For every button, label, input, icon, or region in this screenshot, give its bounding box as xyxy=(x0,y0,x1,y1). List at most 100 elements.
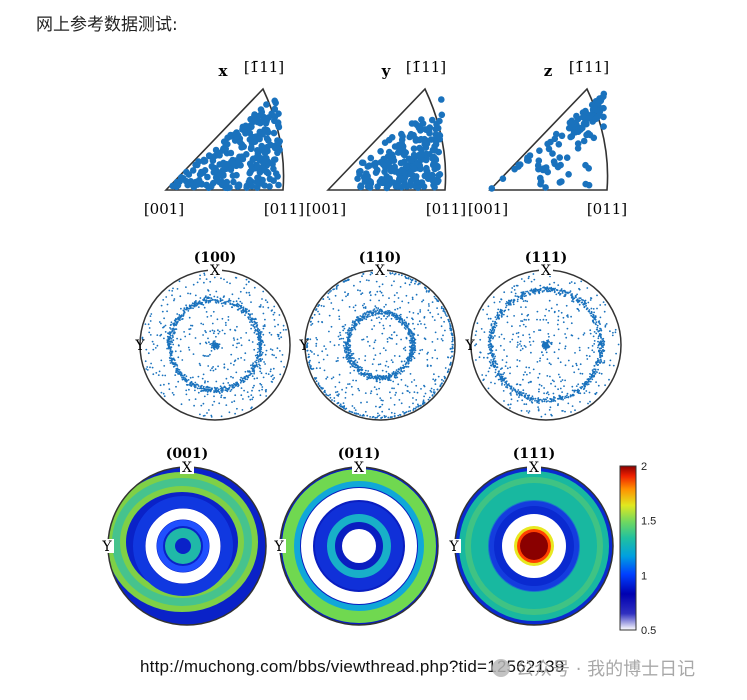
pf-point xyxy=(176,313,179,315)
pf-point xyxy=(193,404,196,407)
pf-point xyxy=(523,344,526,347)
pf-point xyxy=(244,307,247,310)
pf-point xyxy=(329,393,331,396)
pf-point xyxy=(173,299,175,302)
pf-point xyxy=(535,288,538,291)
pf-point xyxy=(578,297,581,299)
pf-point xyxy=(252,325,255,327)
ipf-outline-z xyxy=(488,87,609,191)
pf-point xyxy=(379,363,382,365)
pf-point xyxy=(577,308,580,311)
pf-point xyxy=(235,384,238,387)
pf-point xyxy=(195,300,197,302)
pf-point xyxy=(479,338,482,341)
pf-point xyxy=(602,348,604,351)
pf-point xyxy=(562,316,565,319)
ipf-point xyxy=(535,165,542,173)
ipf-point xyxy=(224,134,231,142)
pf-point xyxy=(151,366,154,369)
pf-point xyxy=(206,391,209,393)
pf-point xyxy=(346,331,349,334)
pf-point xyxy=(185,393,188,396)
ipf-point xyxy=(247,122,255,129)
pf-point xyxy=(328,291,331,293)
pf-point xyxy=(452,340,454,342)
pf-point xyxy=(525,403,528,406)
pf-point xyxy=(431,315,434,318)
pf-point xyxy=(337,309,340,312)
pf-point xyxy=(177,380,180,383)
pf-point xyxy=(341,388,343,391)
pf-point xyxy=(260,348,263,350)
density-y-label-bg-001 xyxy=(101,539,114,553)
pf-point xyxy=(561,379,564,381)
pf-point xyxy=(160,322,162,325)
pf-panel-111: (111) X Y xyxy=(464,250,622,421)
pf-point xyxy=(311,317,314,319)
pf-point xyxy=(317,320,320,323)
pf-point xyxy=(188,388,190,391)
page-title: 网上参考数据测试: xyxy=(36,15,178,35)
pf-point xyxy=(587,347,590,349)
ipf-point xyxy=(219,172,226,179)
pf-point xyxy=(209,330,212,333)
pf-point xyxy=(490,343,493,346)
pf-point xyxy=(240,310,243,312)
pf-point xyxy=(355,413,357,415)
pf-point xyxy=(509,407,511,409)
pf-point xyxy=(178,318,181,320)
pf-point xyxy=(431,357,434,359)
pf-point xyxy=(410,381,413,383)
pf-point xyxy=(272,378,274,381)
pf-point xyxy=(549,406,552,409)
pf-point xyxy=(360,368,362,371)
pf-point xyxy=(234,329,236,331)
pf-point xyxy=(259,346,262,349)
source-url[interactable]: http://muchong.com/bbs/viewthread.php?ti… xyxy=(140,657,565,676)
pf-point xyxy=(176,369,178,372)
ipf-point xyxy=(253,184,261,191)
pf-point xyxy=(581,301,584,304)
pf-point xyxy=(612,364,615,367)
pf-point xyxy=(490,354,493,357)
pf-point xyxy=(566,392,569,395)
pf-point xyxy=(370,373,373,376)
pf-point xyxy=(244,378,247,381)
pf-point xyxy=(509,392,512,395)
pf-point xyxy=(241,409,244,411)
pf-point xyxy=(375,280,378,283)
pf-point xyxy=(559,293,562,295)
pf-point xyxy=(393,403,396,406)
pf-point xyxy=(590,312,593,315)
ipf-point xyxy=(585,115,592,122)
pf-point xyxy=(270,310,273,312)
pf-point xyxy=(228,387,230,390)
pf-point xyxy=(434,383,437,385)
pf-point xyxy=(248,291,251,294)
ipf-point xyxy=(264,129,272,136)
pf-point xyxy=(344,291,346,294)
pf-point xyxy=(554,385,557,388)
pf-point xyxy=(348,306,351,308)
pf-point xyxy=(149,366,151,369)
pf-point xyxy=(417,334,419,336)
pf-point xyxy=(403,370,405,372)
pf-point xyxy=(571,300,573,302)
density-ring-001-white xyxy=(145,508,221,584)
pf-point xyxy=(474,344,476,347)
pf-point xyxy=(525,290,527,293)
pf-point xyxy=(259,370,262,373)
density-core-111 xyxy=(520,532,548,560)
pf-point xyxy=(426,353,429,355)
pf-point xyxy=(385,370,388,373)
pf-point xyxy=(575,362,578,365)
pf-point xyxy=(146,366,149,368)
pf-point xyxy=(588,355,591,358)
pf-point xyxy=(382,294,384,297)
pf-point xyxy=(440,383,443,385)
pf-point xyxy=(370,271,373,274)
pf-point xyxy=(357,387,360,390)
pf-point xyxy=(539,357,542,360)
ipf-point xyxy=(394,183,402,190)
pf-point xyxy=(383,306,386,308)
